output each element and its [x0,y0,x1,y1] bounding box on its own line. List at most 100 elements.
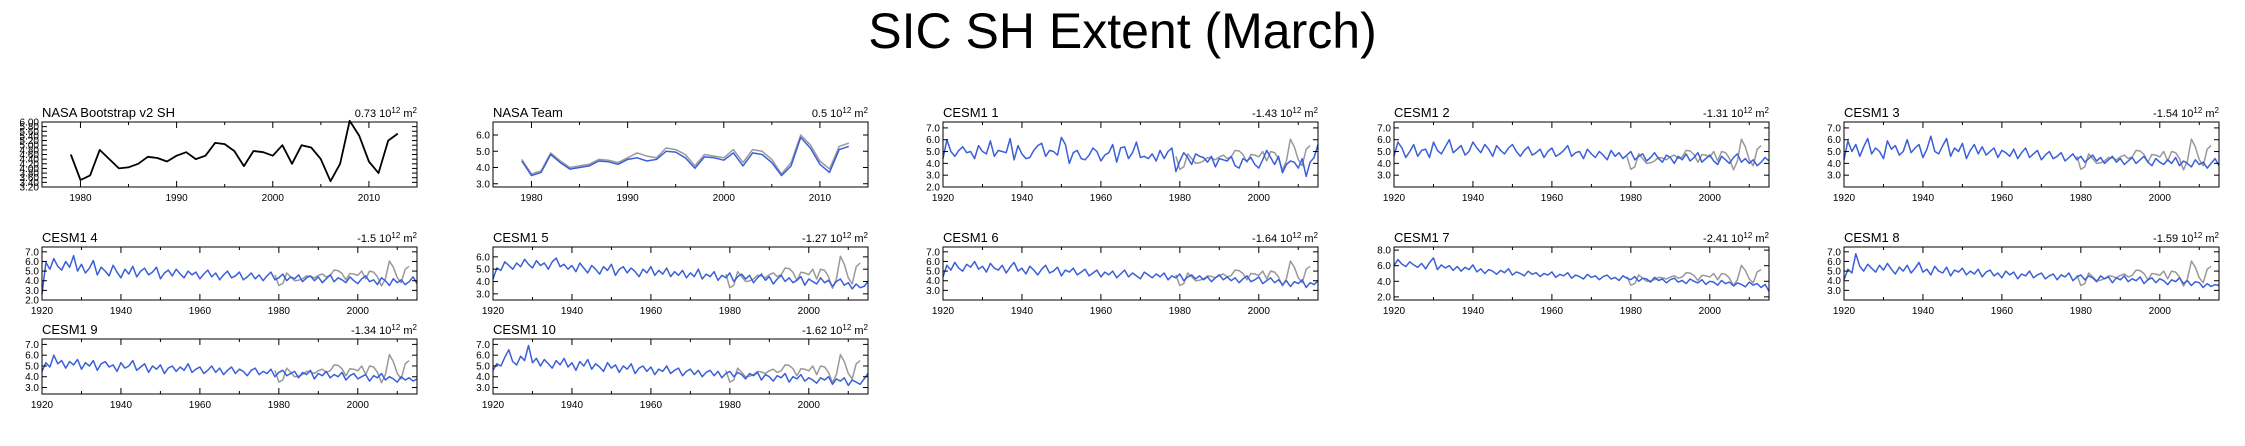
x-tick-label: 1920 [1383,193,1406,204]
x-tick-label: 2000 [713,193,736,204]
y-tick-label: 4.0 [476,277,490,288]
y-tick-label: 6.00 [20,118,40,129]
x-tick-label: 1960 [189,400,212,411]
x-tick-label: 1980 [1620,306,1643,317]
x-tick-label: 2010 [809,193,832,204]
series-line-obs_overlay [274,260,410,287]
series-line-model [1843,252,2220,289]
x-tick-label: 1920 [31,400,54,411]
panel-5: CESM1 3 -1.54 1012 m2 7.06.05.04.03.0 1920 1… [1827,105,2220,204]
x-tick-label: 2000 [798,400,821,411]
trend-label: -1.59 1012 m2 [2153,231,2220,246]
y-tick-label: 5.80 [20,122,40,133]
series-line-model [1393,138,1770,167]
panel-10: CESM1 8 -1.59 1012 m2 7.06.05.04.03.0 1920 1… [1827,230,2219,317]
y-tick-label: 7.0 [1827,247,1841,258]
x-tick-label: 1920 [932,306,955,317]
y-tick-label: 3.80 [20,169,40,180]
y-tick-label: 6.0 [476,252,490,263]
x-tick-label: 1960 [640,306,663,317]
y-tick-label: 5.0 [476,265,490,276]
y-tick-label: 5.0 [1827,267,1841,278]
x-tick-label: 1980 [719,306,742,317]
x-tick-label: 2000 [262,193,285,204]
y-tick-label: 4.0 [25,276,39,287]
x-tick-label: 2000 [347,400,370,411]
y-tick-label: 5.20 [20,136,40,147]
panel-title: CESM1 1 [943,105,999,120]
x-tick-label: 1980 [268,400,291,411]
trend-label: -1.27 1012 m2 [802,231,869,246]
x-tick-label: 1920 [482,400,505,411]
panel-12: CESM1 10 -1.62 1012 m2 7.06.05.04.03.0 1920… [476,322,869,411]
y-tick-label: 7.0 [25,340,39,351]
y-tick-label: 4.0 [1377,277,1391,288]
x-tick-label: 2000 [2149,306,2172,317]
x-tick-label: 2000 [798,306,821,317]
series-line-model [521,136,850,177]
series-line-obs_overlay [1175,138,1311,171]
x-tick-label: 1960 [1541,306,1564,317]
x-tick-label: 1940 [561,306,584,317]
y-tick-label: 3.0 [1827,286,1841,297]
x-tick-label: 1940 [1912,306,1935,317]
y-tick-label: 3.0 [476,179,490,190]
y-tick-label: 6.0 [25,257,39,268]
y-tick-label: 7.0 [1827,123,1841,134]
trend-label: -1.34 1012 m2 [351,323,418,338]
panel-title: CESM1 10 [493,322,556,337]
panel-title: CESM1 3 [1844,105,1900,120]
x-tick-label: 1920 [932,193,955,204]
y-tick-label: 7.0 [476,340,490,351]
x-tick-label: 1940 [1011,306,1034,317]
series-line-obs_overlay [2076,138,2212,171]
panel-8: CESM1 6 -1.64 1012 m2 7.06.05.04.03.0 1920 1… [926,230,1318,317]
y-tick-label: 3.0 [1377,171,1391,182]
x-tick-label: 2000 [2149,193,2172,204]
x-tick-label: 1990 [616,193,639,204]
y-tick-label: 4.40 [20,155,40,166]
y-tick-label: 4.0 [476,163,490,174]
y-tick-label: 6.0 [926,135,940,146]
figure-title: SIC SH Extent (March) [868,3,1377,59]
y-tick-label: 4.0 [1827,276,1841,287]
x-tick-label: 1980 [719,400,742,411]
panel-title: CESM1 6 [943,230,999,245]
y-tick-label: 5.00 [20,141,40,152]
panel-9: CESM1 7 -2.41 1012 m2 8.0 6.0 4.0 2.0 1920 1940… [1377,230,1770,317]
plot-frame [1843,121,2220,188]
series-line-model [41,254,418,295]
y-tick-label: 4.0 [1377,159,1391,170]
x-tick-label: 1960 [640,400,663,411]
panel-7: CESM1 5 -1.27 1012 m2 6.0 5.04.03.0 1920 1940… [476,230,869,317]
x-tick-label: 2000 [1699,193,1722,204]
panel-title: NASA Bootstrap v2 SH [42,105,175,120]
x-tick-label: 1960 [189,306,212,317]
y-tick-label: 8.0 [1377,246,1391,257]
panel-3: CESM1 1 -1.43 1012 m27.06.05.04.03.02.019… [926,105,1319,204]
x-tick-label: 1920 [31,306,54,317]
x-tick-label: 1940 [1912,193,1935,204]
x-tick-label: 1980 [520,193,543,204]
x-tick-label: 1990 [165,193,188,204]
x-tick-label: 1920 [482,306,505,317]
series-line-model [942,260,1319,289]
panel-2: NASA Team 0.5 1012 m2 6.0 5.0 4.0 3.0 1980 1990… [476,105,868,204]
y-tick-label: 6.0 [25,351,39,362]
y-tick-label: 6.0 [1827,257,1841,268]
panel-title: CESM1 4 [42,230,98,245]
y-tick-label: 4.0 [476,372,490,383]
y-tick-label: 3.0 [926,171,940,182]
y-tick-label: 5.0 [926,147,940,158]
x-tick-label: 2000 [1248,306,1271,317]
y-tick-label: 3.0 [1827,171,1841,182]
plot-frame [1393,121,1770,188]
plot-frame [942,121,1319,188]
trend-label: -1.62 1012 m2 [802,323,869,338]
plot-frame [492,338,869,395]
y-tick-label: 5.0 [476,147,490,158]
y-tick-label: 4.0 [926,276,940,287]
y-tick-label: 3.40 [20,178,40,189]
panel-6: CESM1 4 -1.5 1012 m2 7.06.05.04.03.02.0192… [25,230,418,317]
